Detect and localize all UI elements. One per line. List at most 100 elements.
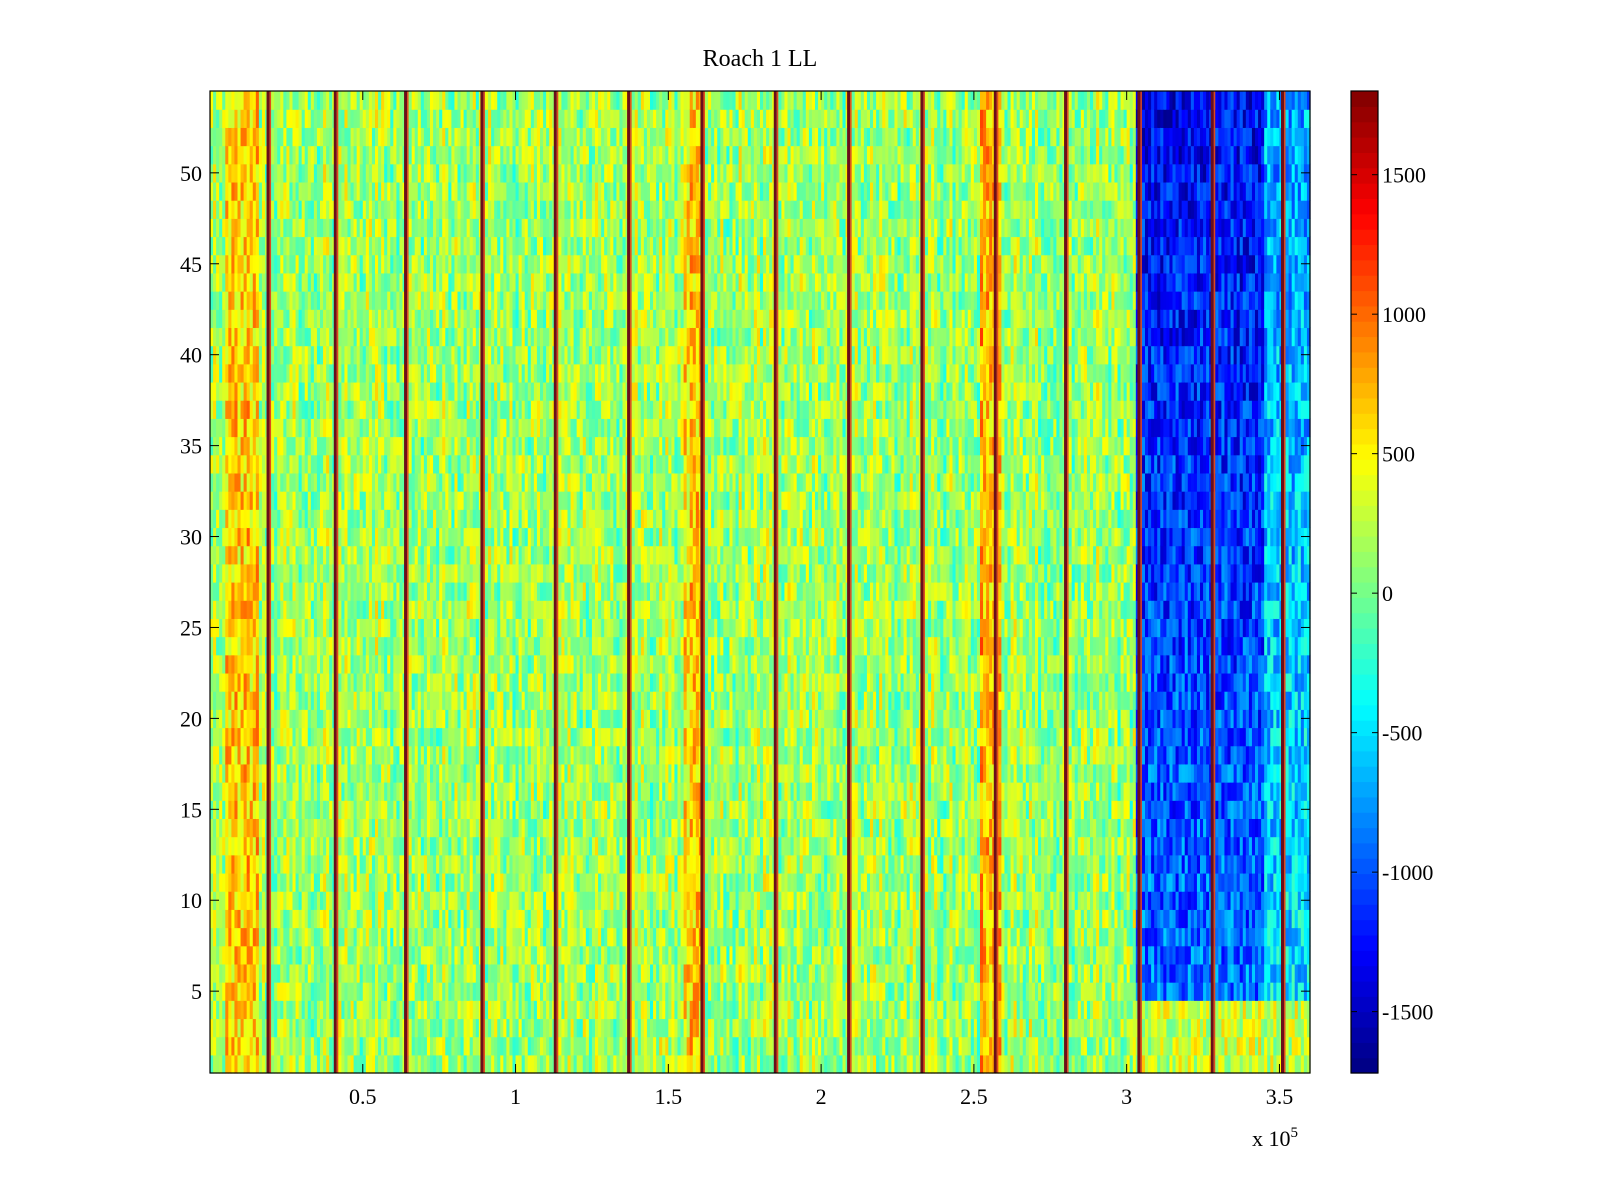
- heatmap-cell: [436, 836, 440, 856]
- heatmap-cell: [430, 709, 434, 729]
- heatmap-cell: [289, 109, 294, 128]
- heatmap-cell: [371, 582, 376, 601]
- heatmap-cell: [298, 545, 303, 565]
- heatmap-cell: [411, 709, 416, 729]
- heatmap-cell: [375, 527, 379, 547]
- heatmap-cell: [213, 600, 217, 619]
- heatmap-cell: [463, 163, 468, 183]
- heatmap-cell: [426, 381, 431, 401]
- heatmap-cell: [344, 1054, 349, 1074]
- heatmap-cell: [271, 654, 275, 674]
- heatmap-cell: [375, 472, 379, 492]
- heatmap-cell: [292, 654, 297, 674]
- heatmap-cell: [433, 563, 437, 583]
- heatmap-cell: [255, 345, 260, 365]
- heatmap-cell: [301, 854, 306, 874]
- heatmap-cell: [277, 327, 281, 347]
- heatmap-cell: [249, 181, 254, 201]
- heatmap-cell: [399, 818, 404, 838]
- heatmap-cell: [246, 109, 251, 128]
- heatmap-cell: [274, 909, 278, 929]
- heatmap-cell: [286, 963, 291, 983]
- heatmap-cell: [304, 582, 309, 601]
- heatmap-cell: [249, 454, 254, 474]
- heatmap-cell: [350, 818, 355, 838]
- heatmap-cell: [228, 436, 232, 456]
- heatmap-cell: [344, 891, 349, 910]
- heatmap-cell: [359, 381, 364, 401]
- heatmap-cell: [359, 509, 364, 529]
- heatmap-cell: [307, 709, 312, 729]
- heatmap-cell: [258, 800, 263, 820]
- heatmap-cell: [240, 145, 245, 165]
- heatmap-cell: [280, 1036, 284, 1056]
- heatmap-cell: [289, 872, 294, 892]
- heatmap-cell: [371, 872, 376, 892]
- heatmap-cell: [341, 127, 346, 147]
- heatmap-cell: [271, 236, 275, 256]
- heatmap-cell: [271, 181, 275, 201]
- heatmap-cell: [460, 982, 465, 1001]
- heatmap-cell: [310, 836, 315, 856]
- heatmap-cell: [460, 291, 465, 310]
- heatmap-cell: [225, 1036, 229, 1056]
- heatmap-cell: [362, 1000, 367, 1020]
- heatmap-cell: [292, 181, 297, 201]
- heatmap-cell: [231, 600, 236, 619]
- heatmap-cell: [378, 254, 382, 274]
- heatmap-cell: [316, 982, 321, 1001]
- heatmap-cell: [231, 836, 236, 856]
- heatmap-cell: [313, 636, 318, 656]
- heatmap-cell: [283, 1018, 287, 1038]
- heatmap-cell: [277, 436, 281, 456]
- heatmap-cell: [252, 891, 257, 910]
- heatmap-cell: [439, 254, 443, 274]
- heatmap-cell: [365, 872, 370, 892]
- heatmap-cell: [347, 654, 352, 674]
- heatmap-cell: [219, 181, 223, 201]
- heatmap-cell: [216, 600, 220, 619]
- heatmap-cell: [216, 363, 220, 383]
- heatmap-cell: [289, 654, 294, 674]
- heatmap-cell: [457, 727, 462, 747]
- heatmap-cell: [295, 163, 300, 183]
- heatmap-cell: [451, 891, 456, 910]
- heatmap-cell: [344, 1000, 349, 1020]
- heatmap-cell: [371, 400, 376, 419]
- heatmap-cell: [430, 254, 434, 274]
- heatmap-cell: [375, 145, 379, 165]
- heatmap-cell: [219, 527, 223, 547]
- heatmap-cell: [399, 127, 404, 147]
- heatmap-cell: [451, 145, 456, 165]
- heatmap-cell: [307, 527, 312, 547]
- heatmap-cell: [457, 818, 462, 838]
- heatmap-cell: [384, 91, 388, 110]
- heatmap-cell: [304, 600, 309, 619]
- heatmap-cell: [460, 145, 465, 165]
- heatmap-cell: [219, 636, 223, 656]
- heatmap-cell: [353, 945, 358, 965]
- heatmap-cell: [246, 745, 251, 765]
- heatmap-cell: [375, 181, 379, 201]
- heatmap-cell: [307, 909, 312, 929]
- heatmap-cell: [240, 1000, 245, 1020]
- heatmap-cell: [387, 218, 391, 238]
- heatmap-cell: [344, 836, 349, 856]
- heatmap-cell: [356, 436, 361, 456]
- heatmap-cell: [219, 709, 223, 729]
- heatmap-cell: [301, 272, 306, 292]
- heatmap-cell: [243, 254, 248, 274]
- heatmap-cell: [219, 436, 223, 456]
- heatmap-cell: [411, 945, 416, 965]
- heatmap-cell: [280, 763, 284, 783]
- heatmap-cell: [423, 945, 428, 965]
- heatmap-cell: [338, 418, 342, 438]
- heatmap-cell: [362, 982, 367, 1001]
- heatmap-cell: [378, 491, 382, 510]
- heatmap-cell: [316, 727, 321, 747]
- heatmap-cell: [378, 782, 382, 801]
- heatmap-cell: [414, 309, 419, 329]
- heatmap-cell: [261, 563, 266, 583]
- heatmap-cell: [271, 291, 275, 310]
- heatmap-cell: [292, 509, 297, 529]
